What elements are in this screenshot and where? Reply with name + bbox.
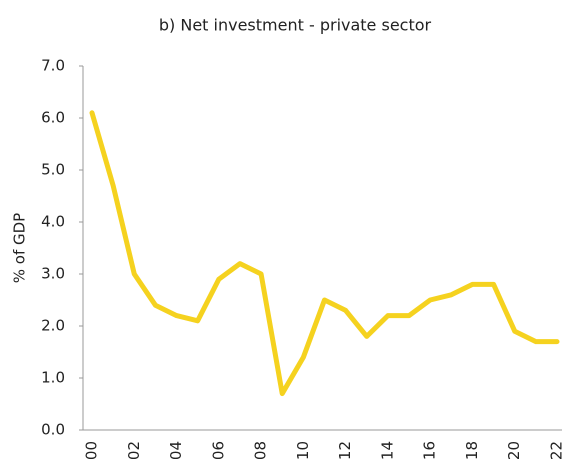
y-tick-label: 0.0 <box>41 421 65 439</box>
x-tick-label: 22 <box>548 441 565 459</box>
y-tick-label: 2.0 <box>41 317 65 335</box>
x-tick-label: 00 <box>83 441 101 459</box>
y-axis-label: % of GDP <box>11 213 29 283</box>
x-tick-label: 04 <box>167 441 185 459</box>
y-tick-label: 7.0 <box>41 57 65 75</box>
line <box>89 110 560 397</box>
x-tick-label: 06 <box>209 441 227 459</box>
x-tick-label: 18 <box>463 441 481 459</box>
y-tick-label: 6.0 <box>41 109 65 127</box>
x-tick-label: 14 <box>378 441 396 459</box>
x-tick-label: 10 <box>294 441 312 459</box>
y-tick-label: 5.0 <box>41 161 65 179</box>
x-tick-label: 12 <box>336 441 354 459</box>
x-tick-label: 16 <box>421 441 439 459</box>
y-tick-label: 3.0 <box>41 265 65 283</box>
y-tick-label: 1.0 <box>41 369 65 387</box>
y-tick-label: 4.0 <box>41 213 65 231</box>
x-tick-label: 02 <box>125 441 143 459</box>
chart-title: b) Net investment - private sector <box>159 16 432 35</box>
x-tick-label: 08 <box>252 441 270 459</box>
x-tick-label: 20 <box>505 441 523 459</box>
